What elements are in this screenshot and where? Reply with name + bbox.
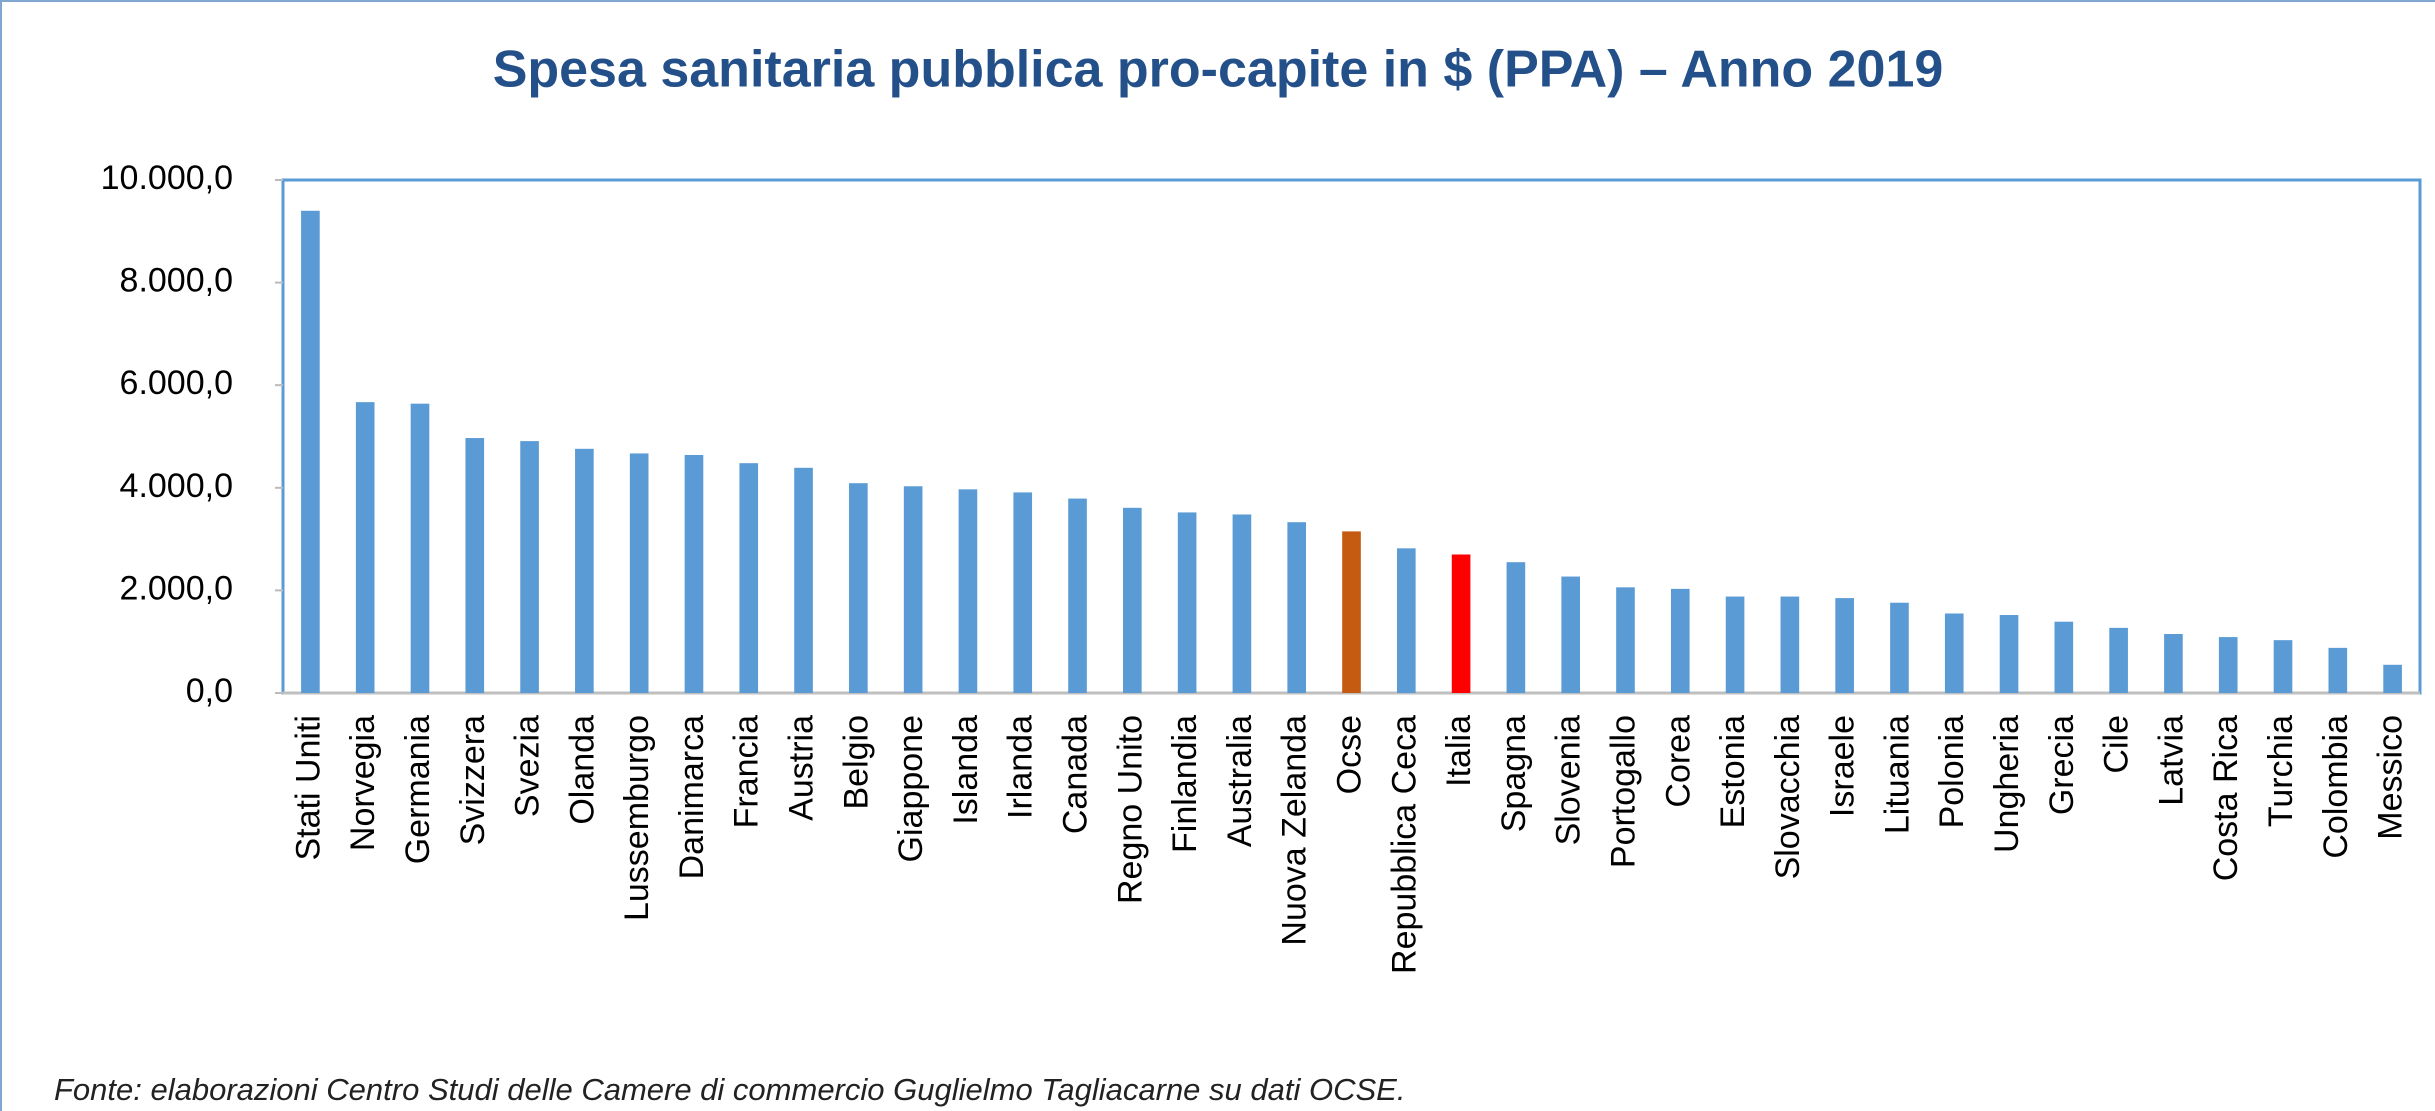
bar (1506, 562, 1526, 693)
x-tick-label: Corea (1659, 715, 1697, 808)
x-tick-label: Irlanda (1002, 715, 1040, 819)
x-tick-label: Norvegia (344, 715, 382, 851)
bar (1561, 576, 1580, 693)
x-tick-label: Svizzera (454, 715, 492, 845)
bar (1999, 615, 2019, 693)
bar (1890, 602, 1909, 693)
chart-title: Spesa sanitaria pubblica pro-capite in $… (493, 41, 1944, 99)
x-tick-label: Turchia (2262, 715, 2300, 827)
source-note: Fonte: elaborazioni Centro Studi delle C… (54, 1072, 1405, 1107)
x-tick-label: Stati Uniti (289, 715, 327, 861)
x-tick-label: Olanda (563, 715, 601, 825)
x-tick-label: Belgio (837, 715, 875, 810)
x-tick-label: Germania (399, 715, 437, 864)
bar (1725, 596, 1745, 693)
bar (2383, 664, 2402, 693)
x-tick-label: Slovacchia (1769, 715, 1807, 880)
bar (1396, 548, 1416, 693)
bar (520, 441, 539, 693)
y-tick-label: 4.000,0 (120, 467, 233, 505)
bar (1232, 514, 1252, 693)
x-tick-label: Slovenia (1550, 715, 1588, 846)
x-tick-label: Canada (1057, 715, 1095, 834)
bar (1670, 588, 1690, 693)
x-tick-label: Lituania (1878, 715, 1916, 834)
x-tick-label: Spagna (1495, 715, 1533, 832)
x-tick-label: Austria (783, 715, 821, 821)
x-tick-label: Repubblica Ceca (1385, 715, 1423, 974)
y-tick-label: 2.000,0 (120, 569, 233, 607)
x-tick-label: Latvia (2152, 715, 2190, 806)
bar (1013, 492, 1033, 693)
bar (629, 453, 649, 693)
bar (2164, 634, 2183, 693)
bar (2218, 637, 2238, 693)
bar (1123, 507, 1142, 693)
x-tick-label: Polonia (1933, 715, 1971, 829)
x-tick-label: Lussemburgo (618, 715, 656, 921)
bar (1451, 554, 1471, 693)
bar (684, 454, 704, 693)
x-tick-label: Giappone (892, 715, 930, 862)
bar (739, 463, 759, 693)
x-tick-label: Regno Unito (1111, 715, 1149, 904)
bar (355, 402, 375, 693)
x-tick-label: Islanda (947, 715, 985, 825)
bar (2054, 621, 2074, 693)
x-tick-label: Estonia (1714, 715, 1752, 828)
x-tick-label: Messico (2372, 715, 2410, 840)
x-tick-label: Ungheria (1988, 715, 2026, 853)
y-tick-label: 10.000,0 (101, 159, 233, 197)
bar (465, 438, 485, 693)
bar (575, 448, 594, 693)
bar (1780, 596, 1800, 693)
x-tick-label: Colombia (2317, 715, 2355, 859)
x-tick-label: Nuova Zelanda (1276, 715, 1314, 946)
bar (1287, 522, 1307, 693)
x-tick-label: Svezia (509, 715, 547, 817)
y-tick-label: 0,0 (186, 672, 233, 710)
y-tick-label: 8.000,0 (120, 262, 233, 300)
x-tick-label: Finlandia (1166, 715, 1204, 853)
bar (903, 486, 923, 693)
x-tick-label: Ocse (1330, 715, 1368, 794)
bar (1068, 498, 1087, 693)
x-tick-label: Israele (1824, 715, 1862, 817)
x-tick-label: Cile (2098, 715, 2136, 774)
x-tick-label: Grecia (2043, 715, 2081, 815)
bar (794, 467, 813, 693)
x-tick-label: Danimarca (673, 715, 711, 879)
bar (2328, 647, 2348, 693)
bar (2273, 640, 2293, 693)
x-tick-label: Australia (1221, 715, 1259, 847)
bar (1944, 613, 1964, 693)
bar (958, 489, 978, 693)
bar (410, 403, 430, 693)
bar (1177, 512, 1197, 693)
x-tick-label: Portogallo (1604, 715, 1642, 868)
bar (2109, 627, 2128, 693)
x-tick-label: Italia (1440, 715, 1478, 787)
bar (1342, 531, 1361, 693)
x-tick-label: Costa Rica (2207, 715, 2245, 881)
y-tick-label: 6.000,0 (120, 364, 233, 402)
bar (849, 483, 868, 693)
bar (301, 210, 320, 693)
x-tick-label: Francia (728, 715, 766, 828)
bar (1616, 587, 1635, 693)
bar (1835, 598, 1854, 693)
